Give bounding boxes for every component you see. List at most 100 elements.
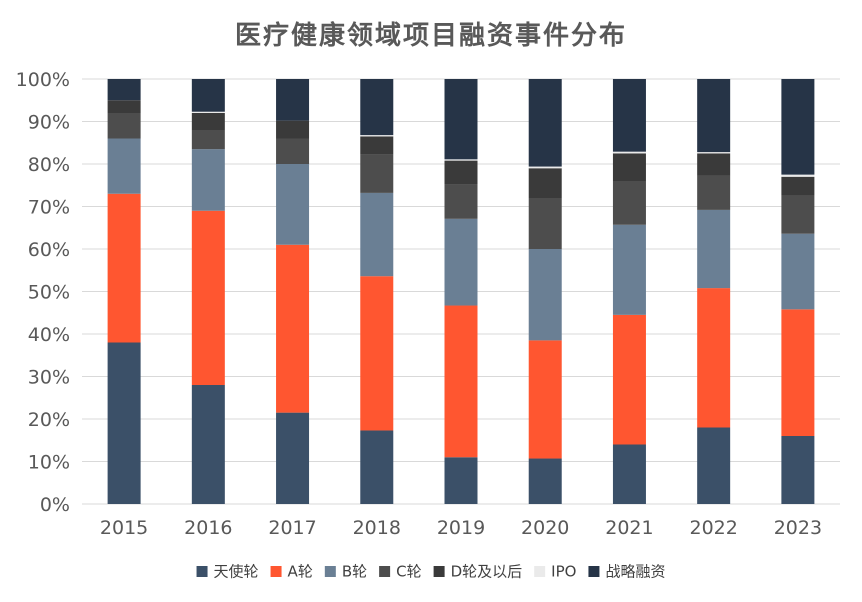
bars [107,79,815,504]
y-tick-label: 10% [28,452,70,474]
bar-segment [697,153,731,176]
legend-label: B轮 [342,563,367,581]
bar-segment [781,309,815,436]
bar-segment [612,224,646,315]
y-tick-label: 30% [28,367,70,389]
x-tick-label: 2023 [774,517,822,539]
legend-item: B轮 [324,563,367,581]
bar-segment [360,430,394,504]
legend: 天使轮 A轮 B轮 C轮 D轮及以后 IPO 战略融资 [196,563,665,581]
bar-segment [697,152,731,154]
bar-segment [276,244,310,413]
bar-segment [528,198,562,249]
bar-segment [612,151,646,154]
x-tick-label: 2015 [100,517,148,539]
bar-segment [360,192,394,277]
bar-segment [360,276,394,431]
bar-segment [360,79,394,136]
x-tick-label: 2017 [268,517,316,539]
x-tick-label: 2020 [521,517,569,539]
bar-segment [360,135,394,137]
x-tick-label: 2022 [689,517,737,539]
bar-segment [191,113,225,130]
bar-segment [697,79,731,153]
bar-segment [781,176,815,196]
legend-swatch [270,566,282,577]
bar-segment [191,210,225,385]
bar-segment [612,181,646,225]
bar-segment [276,79,310,121]
bar-segment [276,412,310,504]
legend-swatch [196,566,208,577]
bar-segment [781,436,815,504]
bar-segment [697,427,731,504]
bar-segment [781,195,815,234]
bar-segment [191,149,225,211]
bar-segment [444,79,478,160]
x-tick-label: 2021 [605,517,653,539]
bar-segment [444,160,478,185]
bar-segment [612,444,646,504]
bar-segment [276,138,310,164]
bar-segment [444,457,478,504]
bar-segment [360,136,394,155]
bar-segment [444,218,478,306]
bar-segment [528,458,562,504]
bar-segment [444,159,478,161]
x-tick-label: 2019 [437,517,485,539]
bar-segment [191,111,225,113]
x-tick-label: 2016 [184,517,232,539]
legend-swatch [534,566,546,577]
bar-segment [697,209,731,289]
bar-segment [781,79,815,175]
y-tick-label: 80% [28,154,70,176]
legend-item: A轮 [270,563,313,581]
bar-segment [107,342,141,504]
bar-segment [191,385,225,504]
bar-segment [528,166,562,169]
bar-segment [781,174,815,177]
bar-segment [360,154,394,193]
legend-item: C轮 [379,563,422,581]
y-tick-label: 20% [28,409,70,431]
bar-segment [276,120,310,139]
bar-segment [107,138,141,194]
bar-segment [444,184,478,219]
bar-segment [107,193,141,343]
chart-title: 医疗健康领域项目融资事件分布 [235,20,627,51]
y-tick-label: 100% [16,69,70,91]
legend-item: IPO [534,563,576,581]
bar-segment [528,249,562,341]
legend-label: IPO [551,563,576,581]
legend-swatch [588,566,600,577]
legend-label: A轮 [288,563,313,581]
bar-segment [528,79,562,167]
bar-segment [612,153,646,181]
bar-segment [107,79,141,101]
y-tick-label: 50% [28,282,70,304]
legend-swatch [379,566,391,577]
legend-item: D轮及以后 [433,563,523,581]
legend-item: 天使轮 [196,563,259,581]
bar-segment [276,164,310,245]
bar-segment [444,305,478,458]
bar-segment [191,79,225,112]
x-axis-ticks: 2015 2016 2017 2018 2019 2020 2021 2022 2023 [100,517,822,539]
bar-segment [107,100,141,113]
y-tick-label: 0% [40,494,70,516]
bar-segment [612,79,646,152]
legend-swatch [324,566,336,577]
x-tick-label: 2018 [353,517,401,539]
bar-segment [191,130,225,150]
legend-label: D轮及以后 [451,563,523,581]
y-axis-ticks: 0% 10% 20% 30% 40% 50% 60% 70% 80% 90% 100% [16,69,70,516]
legend-label: 战略融资 [605,563,665,581]
y-tick-label: 60% [28,239,70,261]
y-tick-label: 40% [28,324,70,346]
legend-label: 天使轮 [214,563,259,581]
bar-segment [697,175,731,210]
legend-swatch [433,566,445,577]
bar-segment [528,340,562,459]
bar-segment [781,233,815,310]
